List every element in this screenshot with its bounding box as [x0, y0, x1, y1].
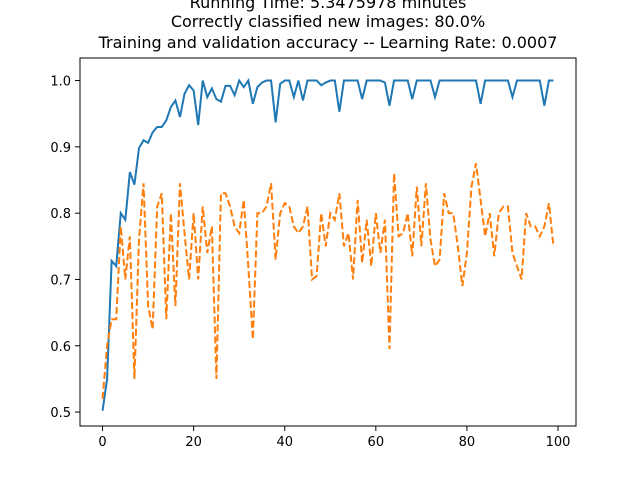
chart-title: Running Time: 5.3475978 minutes	[190, 0, 467, 12]
x-tick-label: 100	[546, 435, 571, 450]
chart-title: Training and validation accuracy -- Lear…	[98, 33, 558, 52]
line-series	[101, 163, 555, 399]
x-tick-label: 60	[368, 435, 385, 450]
y-tick-label: 0.5	[50, 406, 71, 421]
x-tick-label: 80	[459, 435, 476, 450]
y-tick-label: 0.7	[50, 273, 71, 288]
y-tick-label: 1.0	[50, 75, 71, 90]
y-tick-label: 0.9	[50, 141, 71, 156]
x-tick-label: 40	[276, 435, 293, 450]
line-series	[101, 78, 554, 411]
y-tick-label: 0.6	[50, 340, 71, 355]
y-tick-label: 0.8	[50, 207, 71, 222]
x-tick-label: 0	[98, 435, 106, 450]
axes-frame	[79, 57, 577, 427]
chart-title: Correctly classified new images: 80.0%	[171, 12, 485, 31]
x-tick-label: 20	[185, 435, 202, 450]
